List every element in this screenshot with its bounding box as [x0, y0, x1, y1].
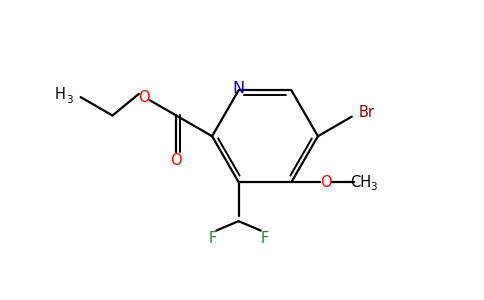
- Text: 3: 3: [66, 95, 73, 105]
- Text: H: H: [55, 87, 65, 102]
- Text: F: F: [209, 231, 217, 246]
- Text: CH: CH: [350, 175, 371, 190]
- Text: Br: Br: [359, 106, 375, 121]
- Text: F: F: [260, 231, 269, 246]
- Text: O: O: [170, 153, 182, 168]
- Text: 3: 3: [370, 182, 377, 192]
- Text: O: O: [138, 90, 150, 105]
- Text: N: N: [232, 81, 244, 96]
- Text: O: O: [320, 175, 332, 190]
